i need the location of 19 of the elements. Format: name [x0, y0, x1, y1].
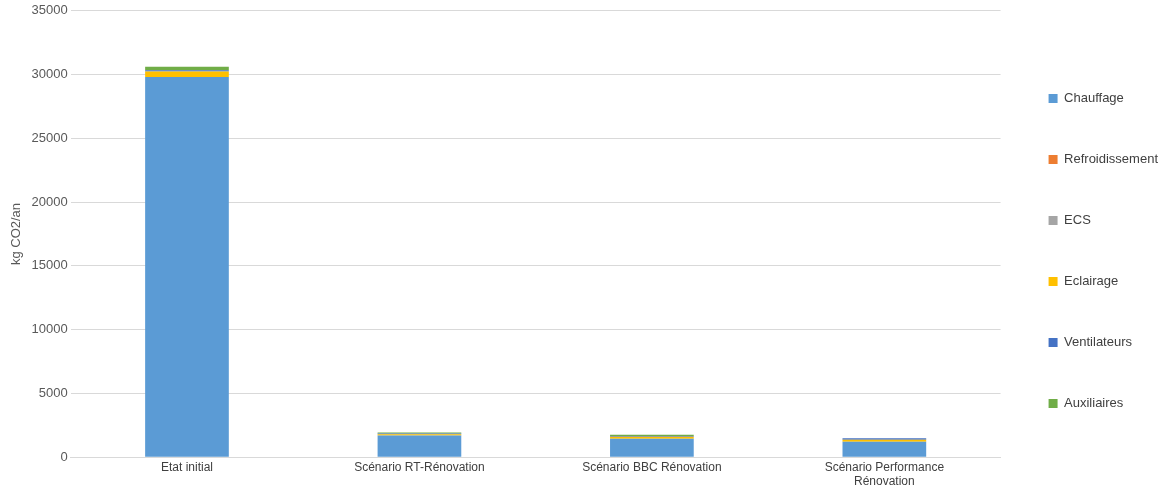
y-tick-label: 25000	[31, 129, 68, 145]
y-tick-label: 15000	[31, 257, 68, 273]
legend-label: Chauffage	[1064, 90, 1124, 106]
y-tick-label: 30000	[31, 66, 68, 82]
legend-label: ECS	[1064, 212, 1092, 228]
legend-label: Ventilateurs	[1064, 334, 1133, 350]
legend-label: Eclairage	[1064, 273, 1119, 289]
x-tick-label: Etat initial	[160, 459, 213, 474]
y-axis-title: kg CO2/an	[8, 202, 24, 266]
legend-label: Refroidissement	[1064, 151, 1159, 167]
x-tick-label: Scénario BBC Rénovation	[582, 459, 722, 474]
y-tick-label: 0	[60, 448, 68, 464]
y-tick-label: 35000	[31, 2, 68, 18]
legend-label: Auxiliaires	[1064, 395, 1124, 411]
x-tick-label: Scénario Performance Rénovation	[824, 459, 945, 489]
x-tick-label: Scénario RT-Rénovation	[354, 459, 485, 474]
y-tick-label: 10000	[31, 321, 68, 337]
y-tick-label: 5000	[38, 385, 68, 401]
y-tick-label: 20000	[31, 193, 68, 209]
